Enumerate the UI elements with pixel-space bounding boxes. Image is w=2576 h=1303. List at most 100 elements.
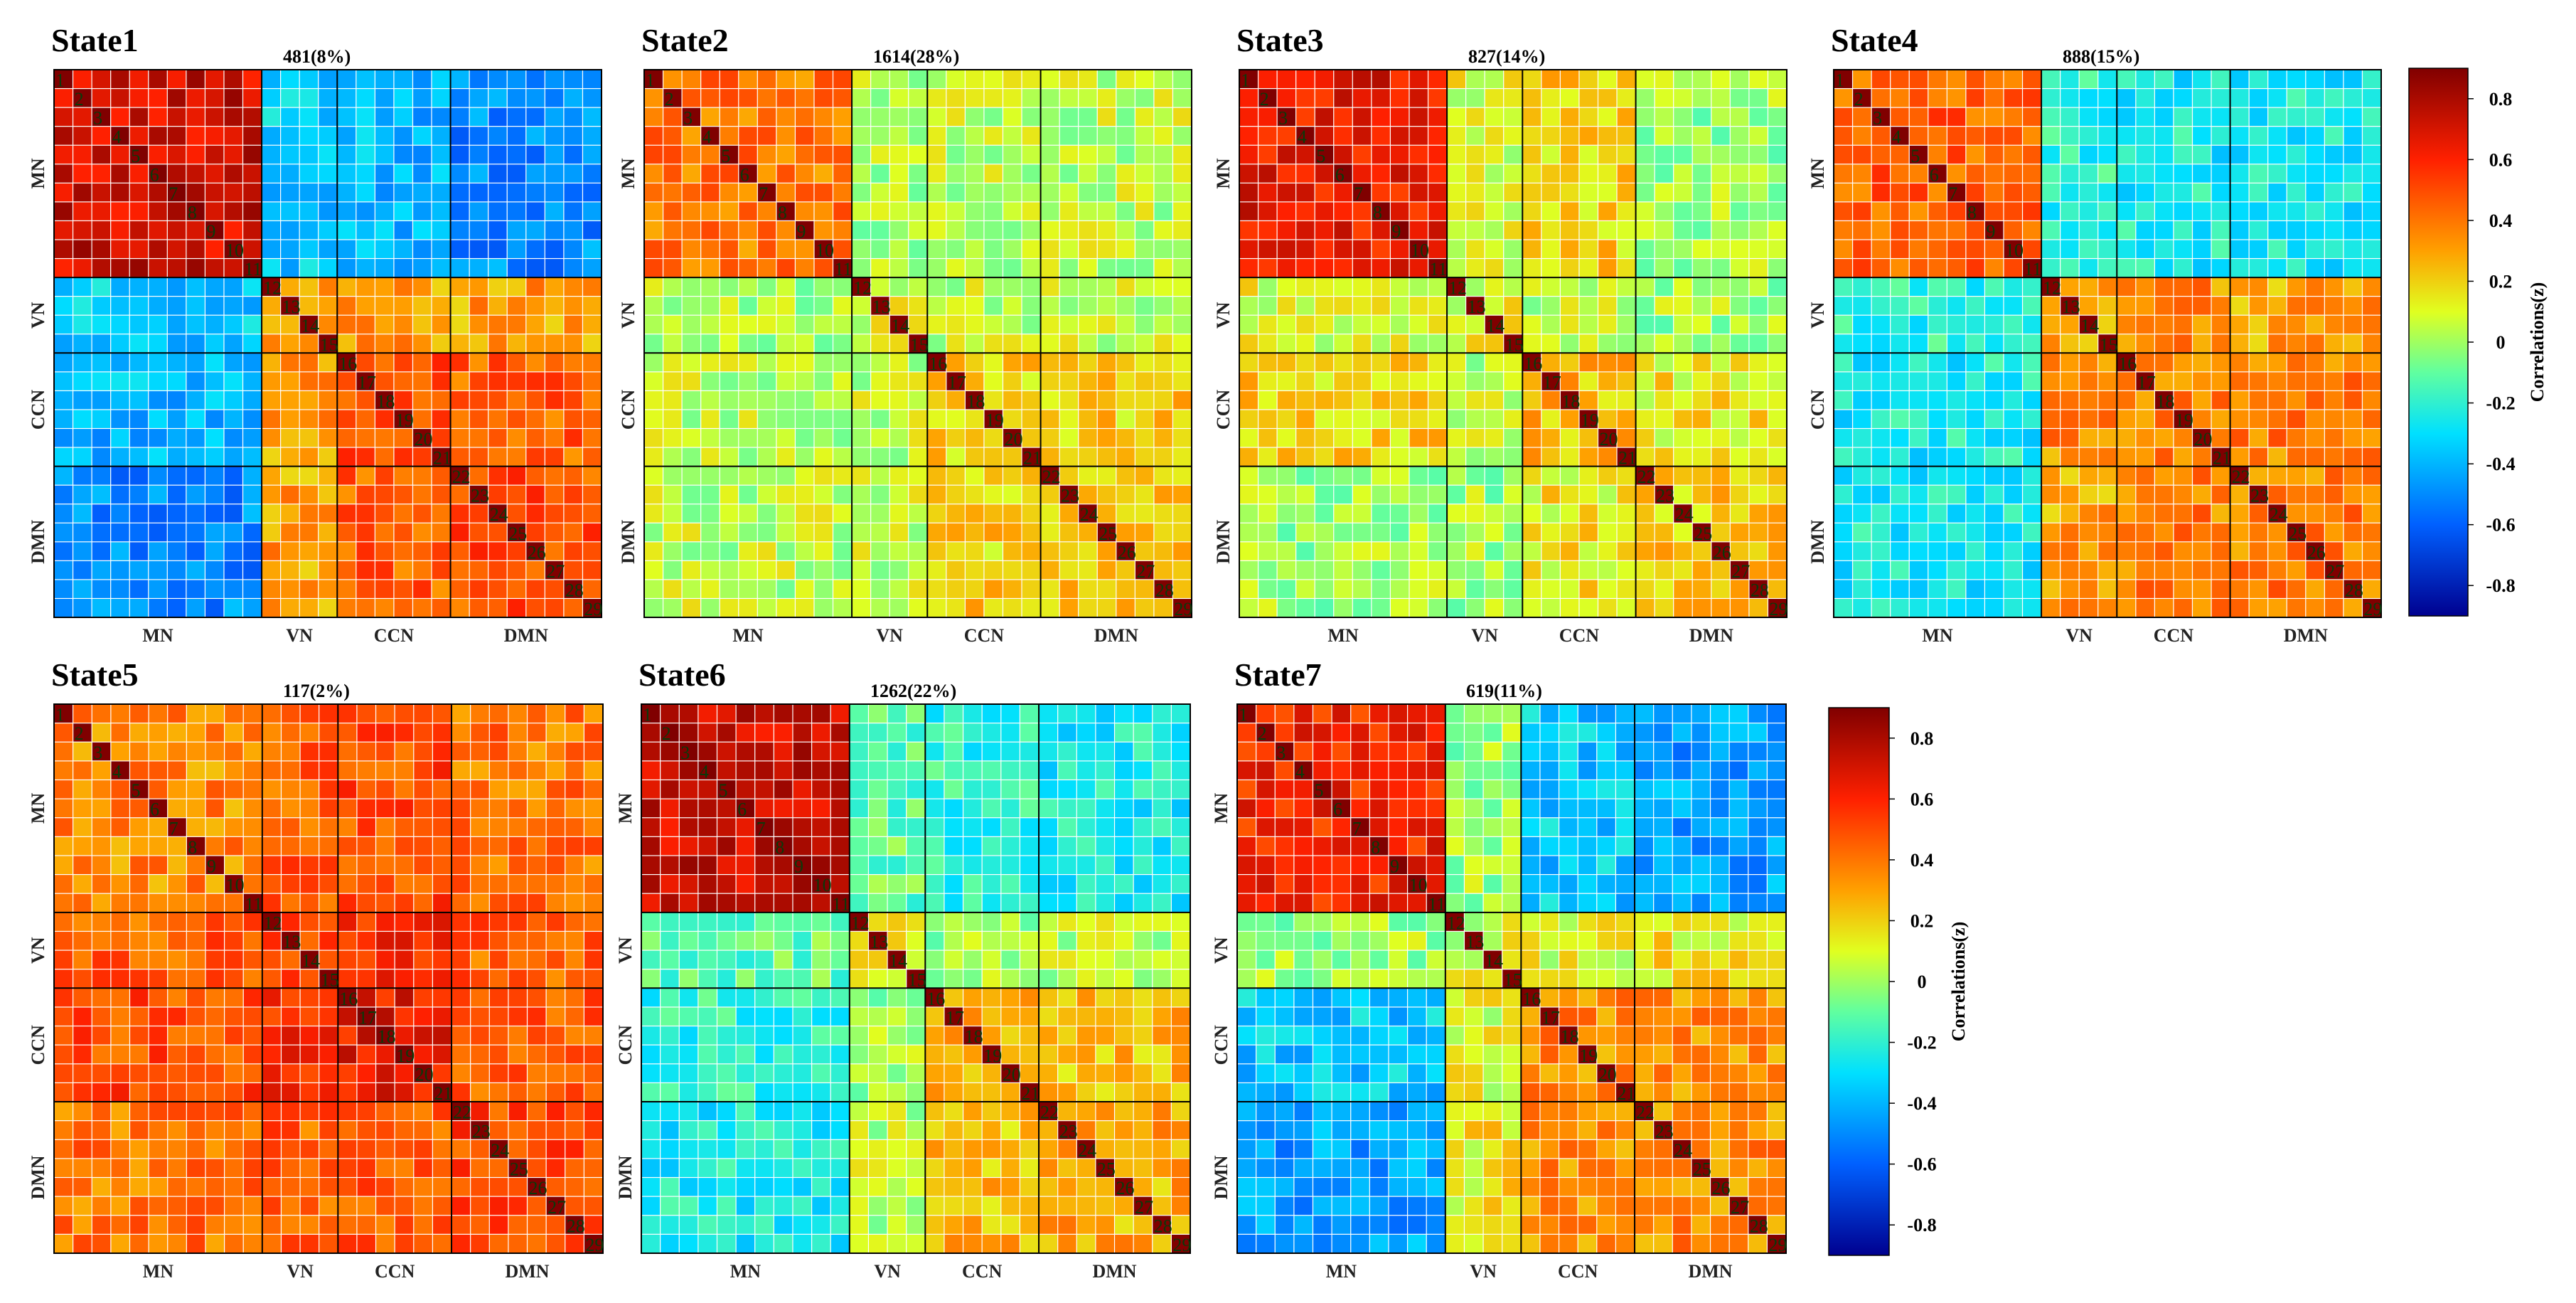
heatmap-cell: [867, 798, 888, 819]
heatmap-cell: [1427, 314, 1448, 335]
heatmap-cell: [738, 371, 759, 392]
heatmap-cell: [53, 560, 74, 580]
heatmap-cell: [545, 950, 566, 970]
heatmap-cell: [2060, 371, 2080, 392]
heatmap-cell: [2078, 465, 2099, 486]
diagonal-label: 10: [226, 875, 245, 895]
heatmap-cell: [413, 1063, 434, 1084]
heatmap-cell: [1541, 504, 1561, 524]
heatmap-cell: [1095, 741, 1116, 762]
heatmap-cell: [1116, 522, 1136, 543]
heatmap-cell: [2078, 560, 2099, 580]
heatmap-cell: [1153, 277, 1174, 297]
heatmap-cell: [1484, 597, 1505, 618]
heatmap-cell: [2116, 522, 2137, 543]
heatmap-cell: [2191, 447, 2212, 467]
heatmap-cell: [1134, 257, 1155, 278]
heatmap-cell: [983, 504, 1004, 524]
heatmap-cell: [981, 836, 1002, 856]
heatmap-cell: [2116, 144, 2137, 165]
heatmap-cell: [944, 760, 964, 781]
heatmap-cell: [2248, 69, 2269, 90]
heatmap-cell: [811, 893, 832, 913]
heatmap-cell: [166, 465, 187, 486]
heatmap-cell: [1276, 164, 1297, 184]
heatmap-cell: [794, 107, 815, 127]
heatmap-cell: [148, 1139, 169, 1159]
heatmap-cell: [1002, 314, 1022, 335]
heatmap-cell: [563, 296, 584, 317]
heatmap-cell: [186, 201, 206, 222]
heatmap-cell: [91, 1120, 112, 1141]
heatmap-cell: [110, 334, 131, 354]
heatmap-cell: [851, 579, 872, 600]
heatmap-cell: [319, 741, 339, 762]
heatmap-cell: [72, 409, 93, 430]
heatmap-cell: [2361, 257, 2382, 278]
heatmap-cell: [1908, 126, 1929, 147]
heatmap-cell: [1352, 334, 1372, 354]
heatmap-cell: [469, 239, 489, 260]
heatmap-cell: [2060, 182, 2080, 203]
heatmap-cell: [738, 296, 759, 317]
heatmap-cell: [1654, 560, 1674, 580]
heatmap-cell: [223, 484, 244, 505]
heatmap-cell: [451, 1158, 471, 1179]
heatmap-cell: [1314, 201, 1335, 222]
heatmap-cell: [964, 465, 985, 486]
heatmap-cell: [223, 969, 245, 989]
heatmap-cell: [129, 779, 149, 799]
heatmap-cell: [242, 1233, 263, 1254]
heatmap-cell: [2154, 277, 2174, 297]
heatmap-cell: [660, 703, 680, 724]
heatmap-cell: [1352, 144, 1372, 165]
heatmap-cell: [1928, 126, 1948, 147]
heatmap-cell: [470, 1006, 491, 1027]
heatmap-cell: [2116, 579, 2137, 600]
heatmap-cell: [1076, 779, 1096, 799]
heatmap-cell: [870, 220, 891, 240]
heatmap-cell: [924, 817, 945, 838]
heatmap-cell: [393, 597, 414, 618]
heatmap-cell: [1851, 409, 1873, 430]
heatmap-cell: [186, 1158, 206, 1179]
heatmap-cell: [887, 873, 907, 895]
heatmap-cell: [1522, 314, 1542, 335]
heatmap-cell: [470, 1233, 491, 1254]
heatmap-cell: [544, 597, 565, 618]
heatmap-cell: [186, 987, 206, 1008]
heatmap-cell: [110, 1158, 131, 1179]
heatmap-cell: [1095, 703, 1116, 724]
heatmap-cell: [2173, 314, 2193, 335]
heatmap-cell: [72, 87, 93, 109]
heatmap-cell: [129, 409, 149, 430]
heatmap-cell: [337, 1082, 358, 1102]
heatmap-cell: [375, 1006, 396, 1027]
heatmap-cell: [735, 741, 756, 762]
heatmap-cell: [1635, 522, 1656, 543]
heatmap-cell: [1038, 836, 1059, 856]
heatmap-cell: [451, 950, 471, 970]
heatmap-cell: [565, 723, 585, 743]
heatmap-cell: [792, 723, 813, 743]
heatmap-cell: [91, 817, 112, 838]
heatmap-cell: [470, 760, 491, 781]
heatmap-cell: [544, 352, 565, 373]
heatmap-cell: [1767, 164, 1787, 184]
heatmap-cell: [1076, 893, 1096, 913]
heatmap-cell: [983, 69, 1004, 90]
heatmap-cell: [754, 798, 775, 819]
heatmap-cell: [91, 220, 112, 240]
heatmap-cell: [506, 314, 527, 335]
heatmap-cell: [832, 504, 853, 524]
heatmap-cell: [53, 504, 74, 524]
heatmap-cell: [792, 893, 813, 913]
heatmap-cell: [794, 69, 815, 90]
heatmap-cell: [1890, 371, 1910, 392]
heatmap-cell: [242, 164, 262, 184]
heatmap-cell: [2229, 296, 2250, 317]
heatmap-cell: [1673, 277, 1694, 297]
heatmap-cell: [2361, 69, 2382, 90]
heatmap-cell: [1748, 201, 1769, 222]
heatmap-cell: [488, 220, 508, 240]
